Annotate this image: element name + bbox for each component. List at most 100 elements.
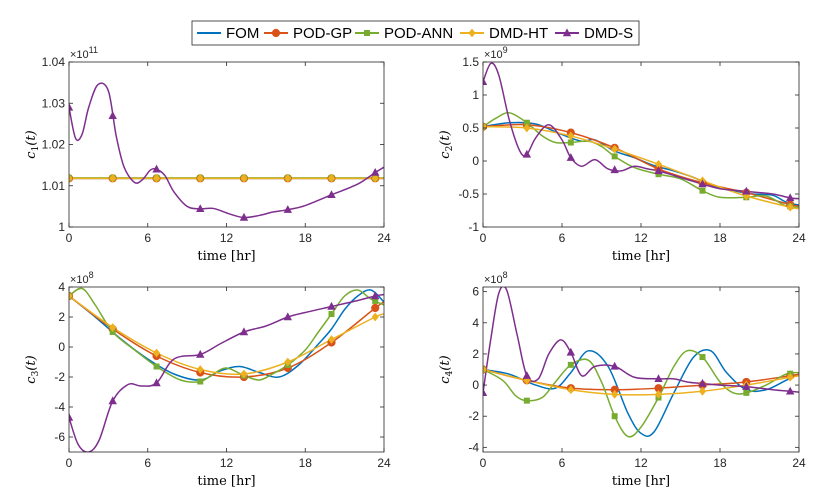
marker-dmd-s (108, 111, 117, 120)
marker-pod-ann (567, 139, 574, 146)
y-label-arg: (t) (24, 355, 39, 370)
marker-pod-ann (372, 297, 379, 304)
x-tick-label: 12 (220, 456, 234, 470)
y-tick-label: 6 (472, 285, 479, 299)
y-multiplier-exponent: 9 (503, 45, 508, 55)
marker-dmd-s (785, 386, 795, 395)
y-label-base: c (438, 151, 453, 159)
y-label-subscript: 2 (445, 146, 455, 152)
y-label-subscript: 4 (445, 370, 455, 376)
legend-marker-pod-ann (364, 30, 370, 36)
series-group (483, 62, 799, 212)
y-tick-label: -0.5 (458, 187, 479, 201)
marker-dmd-ht (567, 385, 575, 395)
marker-dmd-ht (152, 173, 161, 183)
x-tick-label: 0 (66, 231, 73, 245)
legend: FOM POD-GP POD-ANN DMD-HT DMD-S (191, 20, 640, 46)
series-line-fom (483, 121, 799, 206)
y-axis-label: c4(t) (438, 355, 455, 383)
x-tick-label: 18 (299, 231, 313, 245)
y-axis-label: c1(t) (24, 130, 41, 158)
marker-pod-ann (611, 153, 618, 160)
marker-pod-ann (153, 363, 160, 370)
y-tick-label: 1 (58, 220, 65, 234)
marker-dmd-s (371, 291, 380, 300)
y-axis-label: c3(t) (24, 355, 41, 383)
y-label-base: c (24, 151, 39, 159)
series-group (69, 287, 384, 452)
y-axis-label: c2(t) (438, 130, 455, 158)
legend-label-pod-ann: POD-ANN (384, 25, 453, 42)
x-axis-label: time [hr] (197, 249, 255, 264)
x-tick-label: 24 (792, 456, 806, 470)
series-line-pod-ann (483, 349, 799, 438)
x-tick-label: 18 (713, 231, 727, 245)
y-tick-label: 2 (472, 347, 479, 361)
marker-dmd-s (566, 153, 576, 161)
legend-marker-dmd-s (562, 28, 572, 37)
y-tick-label: 0.5 (462, 121, 479, 135)
marker-pod-ann (328, 311, 335, 317)
y-multiplier: ×108 (484, 270, 508, 286)
y-tick-label: 2 (58, 310, 65, 324)
x-tick-label: 6 (559, 231, 566, 245)
marker-dmd-ht (196, 173, 204, 183)
marker-dmd-s (483, 77, 488, 85)
marker-dmd-s (196, 204, 205, 213)
series-line-dmd-s (69, 82, 384, 219)
marker-dmd-s (522, 371, 532, 379)
marker-pod-ann (197, 378, 204, 385)
marker-dmd-s (483, 388, 488, 397)
plot-area (483, 62, 799, 227)
legend-marker-dmd-ht (468, 28, 476, 38)
marker-dmd-ht (698, 386, 707, 396)
x-axis-label: time [hr] (612, 474, 670, 489)
y-multiplier-exponent: 11 (89, 45, 98, 55)
y-tick-label: 1.04 (42, 55, 66, 69)
marker-dmd-ht (371, 173, 379, 183)
y-tick-label: 1.5 (462, 55, 479, 69)
x-tick-label: 6 (144, 231, 151, 245)
y-label-arg: (t) (24, 130, 39, 145)
y-tick-label: 1.03 (42, 96, 66, 110)
marker-dmd-s (522, 149, 532, 158)
series-line-dmd-s (483, 287, 799, 393)
marker-dmd-ht (284, 173, 292, 183)
marker-pod-ann (611, 413, 618, 420)
y-tick-label: -4 (468, 440, 479, 454)
marker-dmd-ht (654, 159, 663, 169)
x-tick-label: 24 (377, 456, 391, 470)
marker-pod-ann (523, 119, 530, 126)
x-tick-label: 0 (480, 231, 487, 245)
legend-item-pod-gp: POD-GP (264, 25, 352, 42)
x-tick-label: 18 (713, 456, 727, 470)
x-axis-label: time [hr] (612, 249, 670, 264)
subplot-c1: 0 6 12 18 24 1 1.01 1.02 1.03 1.04 ×1011 time [hr] c… (24, 45, 391, 264)
marker-dmd-s (196, 349, 205, 358)
x-tick-label: 24 (377, 231, 391, 245)
legend-item-pod-ann: POD-ANN (355, 25, 453, 42)
x-tick-label: 0 (66, 456, 73, 470)
x-tick-label: 18 (299, 456, 313, 470)
marker-dmd-s (742, 186, 751, 195)
marker-dmd-ht (240, 173, 248, 183)
marker-pod-ann (699, 187, 706, 194)
marker-dmd-s (239, 212, 249, 221)
x-tick-label: 6 (559, 456, 566, 470)
legend-item-fom: FOM (197, 25, 259, 42)
y-tick-label: 4 (58, 280, 65, 294)
marker-dmd-s (610, 165, 619, 174)
y-tick-label: -4 (54, 400, 65, 414)
y-tick-label: -6 (54, 430, 65, 444)
legend-marker-pod-gp (271, 28, 281, 38)
marker-dmd-ht (109, 173, 117, 183)
y-tick-label: 1.02 (42, 138, 66, 152)
y-label-arg: (t) (438, 130, 453, 145)
marker-dmd-ht (69, 173, 73, 183)
marker-dmd-ht (483, 122, 487, 132)
marker-dmd-s (742, 382, 751, 390)
marker-dmd-ht (240, 369, 248, 379)
marker-dmd-s (654, 374, 663, 383)
y-tick-label: 4 (472, 316, 479, 330)
